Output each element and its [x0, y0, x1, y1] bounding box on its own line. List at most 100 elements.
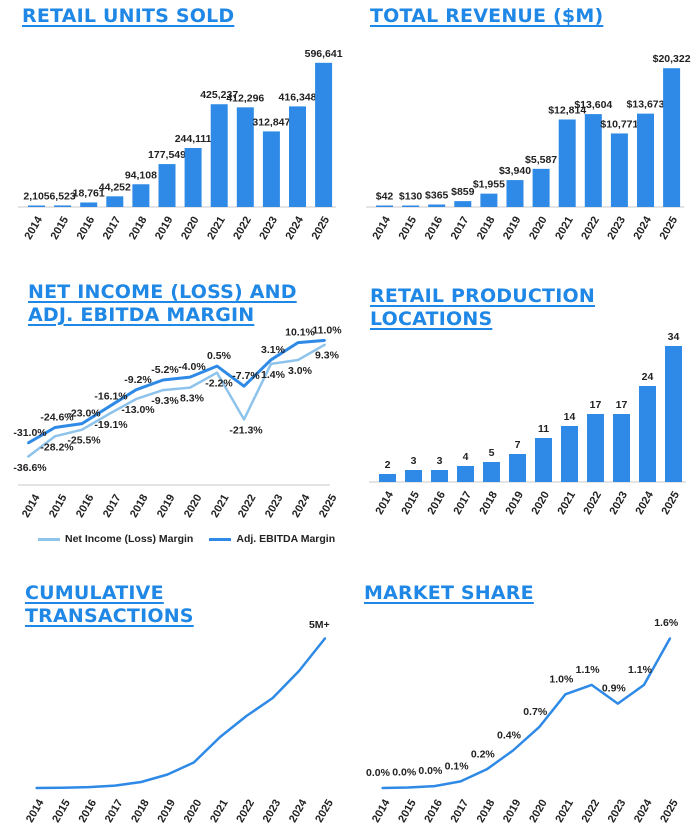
revenue-data-label-2019: $3,940: [499, 165, 531, 177]
margin-data-label-net-income-2017: -19.1%: [94, 419, 128, 431]
chart-title-margins-line2: ADJ. EBITDA MARGIN: [28, 304, 255, 326]
revenue-data-label-2017: $859: [451, 186, 475, 198]
transactions-point-2015: [61, 786, 64, 789]
share-data-label-2017: 0.1%: [445, 760, 470, 772]
share-point-2014: [381, 787, 383, 789]
revenue-bar-2014: [376, 205, 393, 207]
locations-data-label-2018: 5: [489, 447, 495, 459]
margin-point-net-income-2017: [108, 413, 110, 415]
units-data-label-2025: 596,641: [305, 48, 343, 60]
transactions-point-2022: [245, 715, 248, 717]
margin-line-ebitda: [27, 338, 326, 445]
revenue-bar-2016: [428, 204, 446, 207]
margin-data-label-net-income-2019: -9.3%: [151, 395, 179, 407]
locations-bar-2017: [457, 466, 474, 482]
margin-data-label-ebitda-2020: -4.0%: [178, 361, 206, 373]
margin-data-label-net-income-2024: 3.0%: [288, 365, 313, 377]
locations-data-label-2020: 11: [538, 423, 549, 435]
transactions-point-2021: [219, 736, 221, 738]
share-line: [381, 637, 672, 790]
units-bar-2024: [289, 106, 306, 207]
units-bar-2018: [132, 184, 150, 207]
units-data-label-2017: 44,252: [99, 181, 131, 193]
share-tick-2017: 2017: [449, 798, 472, 825]
units-data-label-2023: 312,847: [252, 116, 290, 128]
locations-data-label-2019: 7: [515, 439, 521, 451]
margin-point-ebitda-2016: [81, 422, 83, 425]
locations-bar-2015: [405, 470, 422, 482]
revenue-data-label-2018: $1,955: [473, 179, 505, 191]
share-point-2018: [486, 768, 488, 771]
margin-point-ebitda-2024: [297, 341, 299, 344]
revenue-data-label-2024: $13,673: [627, 99, 665, 111]
revenue-bar-2015: [402, 205, 420, 207]
margin-data-label-net-income-2018: -13.0%: [121, 404, 155, 416]
share-data-label-2014: 0.0%: [366, 767, 391, 779]
margin-point-ebitda-2019: [162, 379, 164, 381]
margin-point-net-income-2025: [324, 343, 326, 346]
margin-data-label-net-income-2015: -28.2%: [40, 441, 74, 453]
share-data-label-2024: 1.1%: [628, 664, 653, 676]
revenue-data-label-2016: $365: [425, 190, 449, 202]
revenue-bar-2025: [663, 68, 681, 207]
transactions-point-2019: [166, 773, 169, 776]
transactions-line: [35, 637, 327, 790]
share-point-2015: [407, 786, 410, 789]
revenue-bar-2021: [558, 119, 576, 207]
share-point-2021: [564, 693, 567, 696]
legend-label-net-income: Net Income (Loss) Margin: [65, 533, 194, 545]
revenue-bar-2024: [637, 113, 654, 207]
margin-point-ebitda-2025: [324, 339, 326, 342]
transactions-end-label: 5M+: [309, 619, 330, 631]
share-tick-2025: 2025: [658, 798, 681, 825]
units-data-label-2015: 6,523: [49, 190, 75, 202]
margin-point-net-income-2016: [81, 428, 83, 431]
margin-data-label-net-income-2014: -36.6%: [13, 462, 47, 474]
locations-data-label-2015: 3: [411, 455, 417, 467]
share-point-2023: [617, 702, 619, 705]
margin-point-ebitda-2015: [54, 426, 56, 429]
locations-bar-2014: [379, 474, 396, 482]
units-bar-2014: [28, 205, 45, 207]
share-data-label-2022: 1.1%: [576, 664, 601, 676]
revenue-data-label-2022: $13,604: [574, 99, 612, 111]
margin-point-ebitda-2023: [270, 358, 272, 361]
share-data-label-2023: 0.9%: [602, 683, 627, 695]
margin-point-net-income-2022: [243, 418, 245, 421]
margin-data-label-net-income-2023: 1.4%: [261, 369, 286, 381]
margin-point-ebitda-2020: [189, 376, 191, 379]
chart-title-revenue: TOTAL REVENUE ($M): [370, 5, 604, 27]
legend-item-ebitda: Adj. EBITDA Margin: [209, 533, 335, 545]
revenue-bar-2019: [506, 180, 524, 207]
revenue-bar-2020: [532, 168, 550, 207]
share-tick-2019: 2019: [501, 798, 524, 825]
margin-point-ebitda-2014: [27, 442, 29, 445]
units-data-label-2016: 18,761: [73, 187, 105, 199]
margin-point-ebitda-2021: [216, 365, 218, 368]
share-data-label-2018: 0.2%: [471, 748, 496, 760]
share-data-label-2020: 0.7%: [523, 706, 548, 718]
locations-data-label-2021: 14: [564, 411, 576, 423]
units-bar-2025: [315, 62, 333, 207]
margin-data-label-ebitda-2014: -31.0%: [13, 427, 47, 439]
margin-data-label-net-income-2022: -21.3%: [229, 424, 263, 436]
locations-bar-2024: [639, 386, 656, 482]
margin-point-net-income-2021: [216, 371, 218, 374]
locations-bar-2018: [483, 462, 500, 482]
share-tick-2022: 2022: [580, 798, 603, 825]
units-data-label-2020: 244,111: [175, 133, 212, 145]
locations-data-label-2016: 3: [437, 455, 443, 467]
transactions-point-2018: [140, 781, 142, 783]
revenue-bar-2023: [610, 133, 628, 207]
revenue-data-label-2023: $10,771: [600, 118, 638, 130]
share-tick-2015: 2015: [396, 798, 419, 825]
locations-bar-2022: [587, 414, 604, 482]
units-data-label-2024: 416,348: [279, 91, 317, 103]
locations-bar-2016: [431, 470, 448, 482]
margin-data-label-net-income-2025: 9.3%: [315, 350, 340, 362]
share-point-2024: [643, 684, 645, 686]
